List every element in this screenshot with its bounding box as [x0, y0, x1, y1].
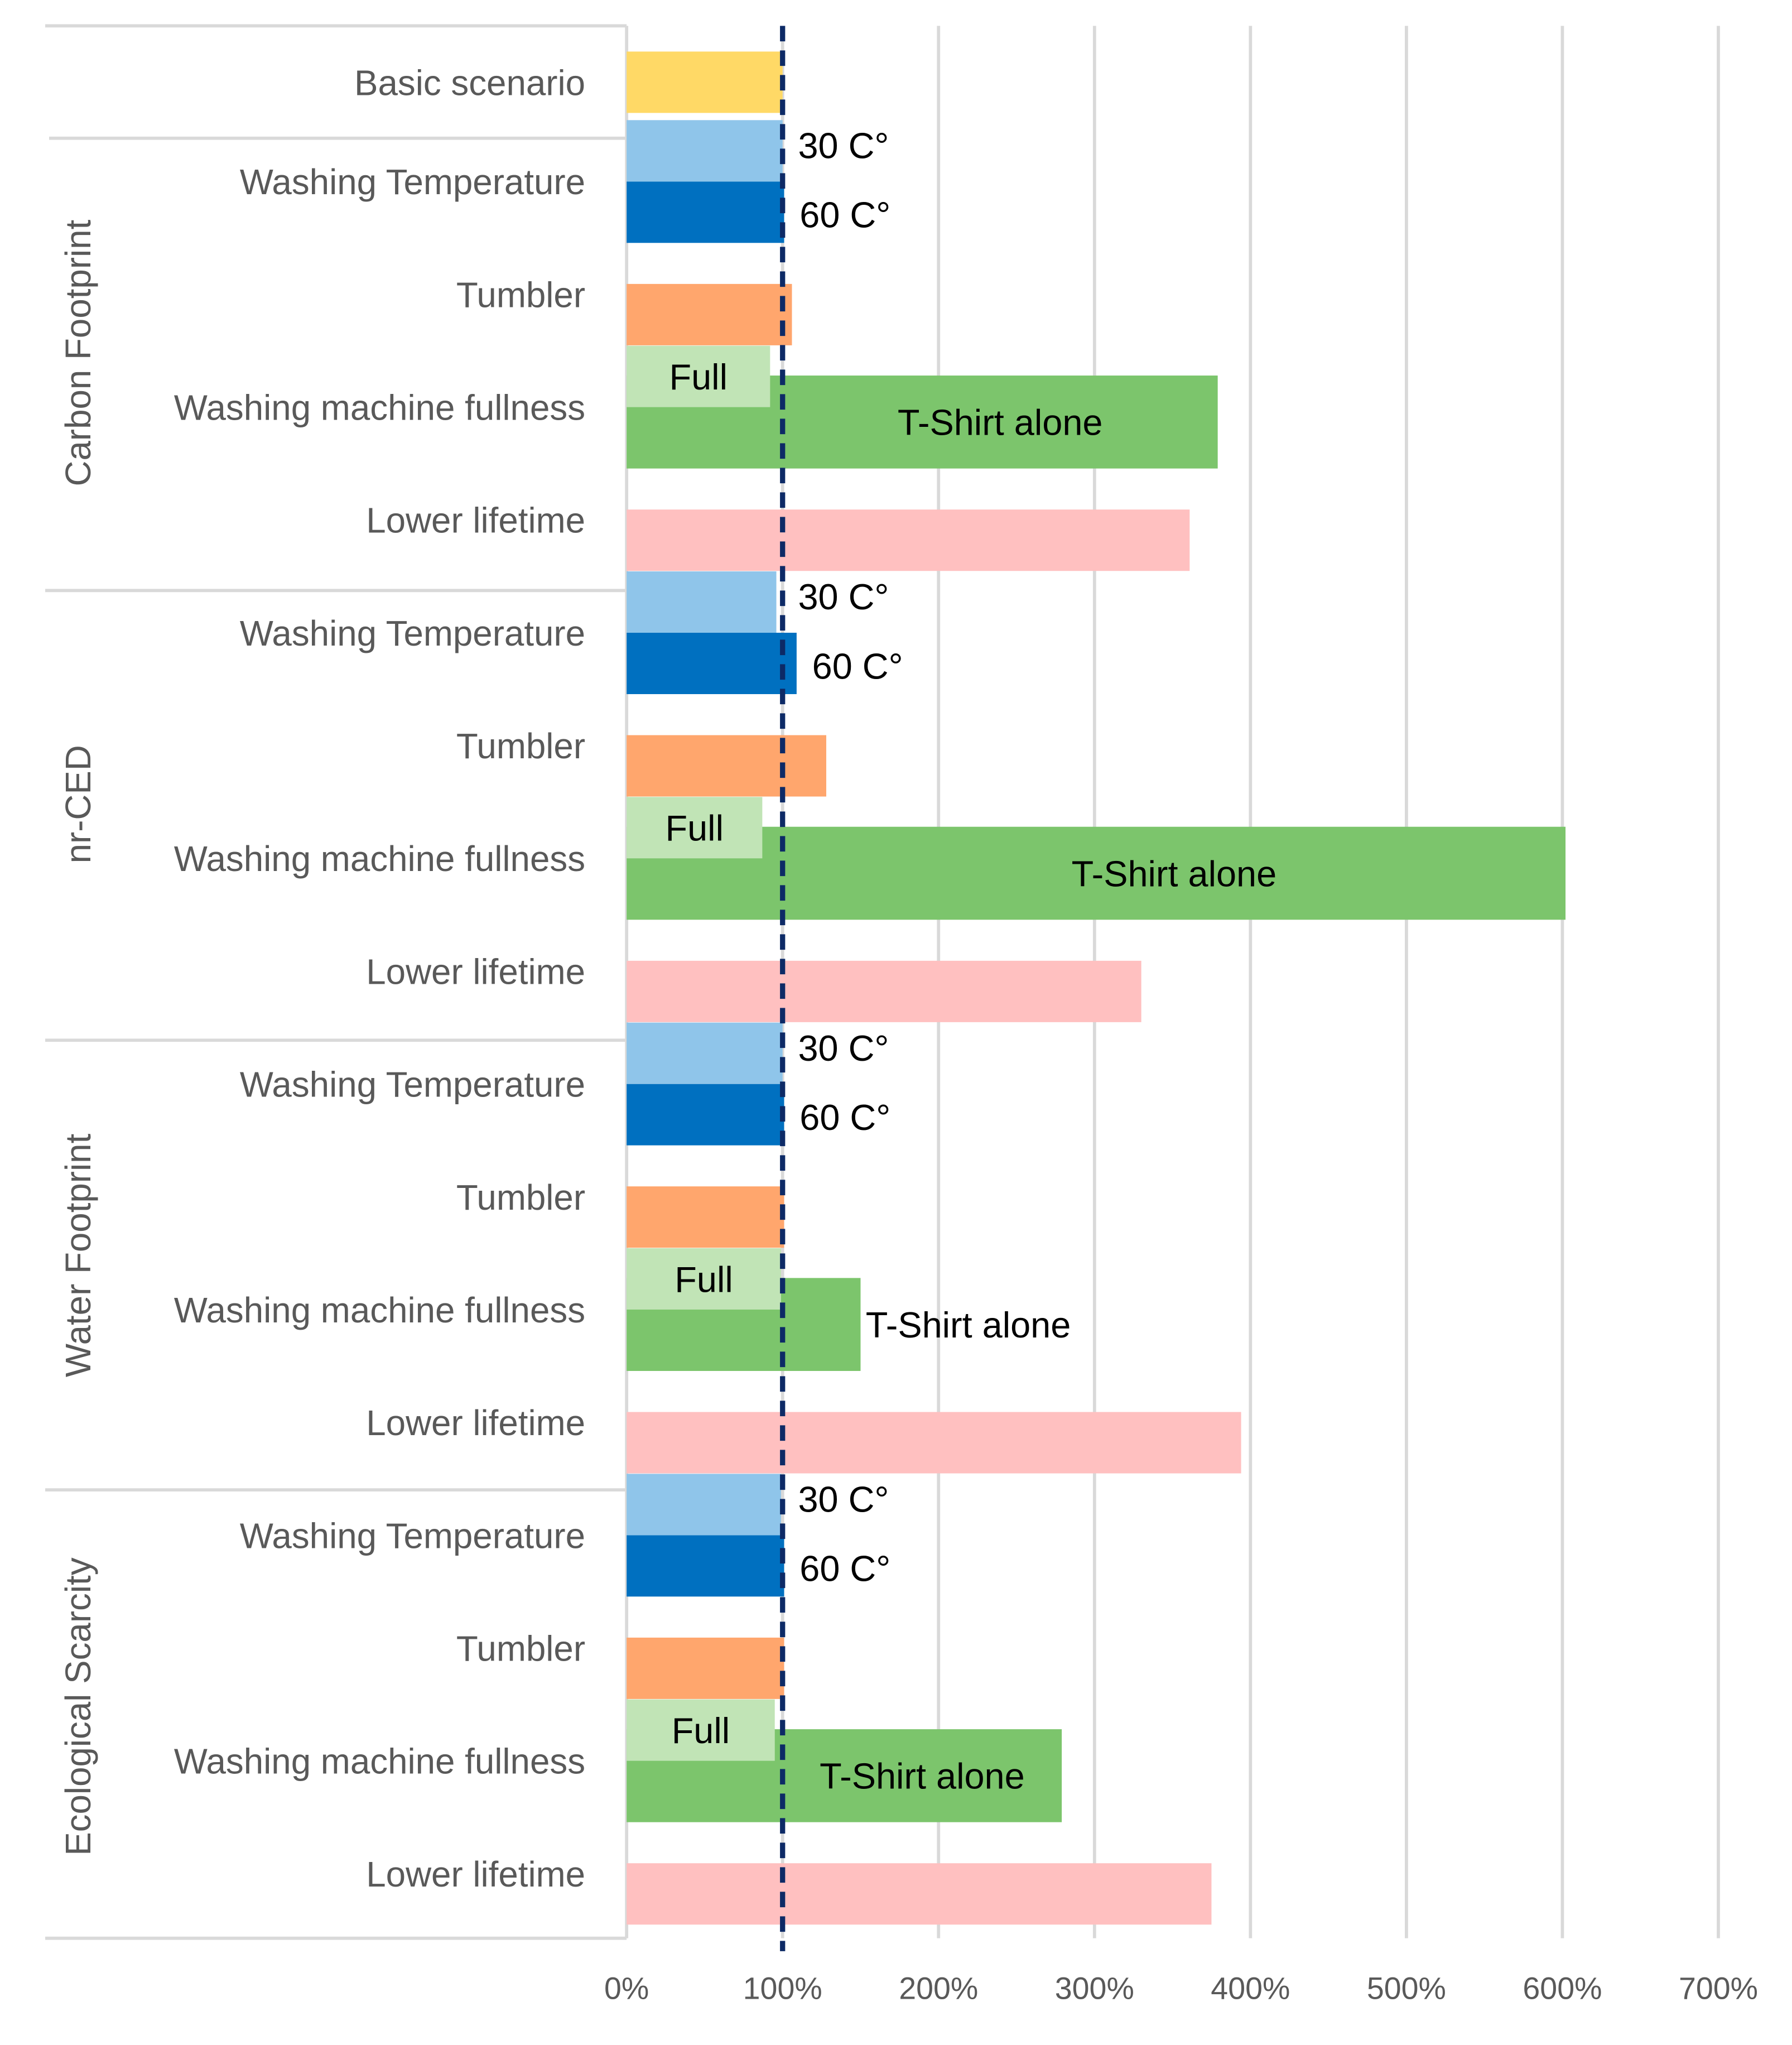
- bar-tumbler: [627, 1637, 784, 1699]
- category-label: Washing Temperature: [240, 1065, 585, 1105]
- category-label: Lower lifetime: [366, 501, 585, 541]
- x-tick-label: 700%: [1679, 1971, 1758, 2006]
- category-label: Washing machine fullness: [174, 388, 585, 428]
- group-label: Ecological Scarcity: [59, 1557, 98, 1856]
- annotation-30c: 30 C°: [798, 126, 889, 166]
- bar-tumbler: [627, 735, 826, 797]
- category-label-basic-scenario: Basic scenario: [354, 63, 585, 103]
- bar-temp_60: [627, 181, 784, 243]
- bar-temp_60: [627, 1084, 784, 1146]
- bar-tumbler: [627, 283, 792, 345]
- annotation-full: Full: [672, 1710, 730, 1751]
- category-label: Tumbler: [456, 1178, 585, 1218]
- category-label: Washing Temperature: [240, 162, 585, 202]
- bar-temp_30: [627, 1474, 781, 1536]
- annotation-30c: 30 C°: [798, 1479, 889, 1520]
- bar-full: [627, 1699, 775, 1761]
- x-tick-label: 0%: [604, 1971, 649, 2006]
- text-layer: 0% 100% 200% 300% 400% 500% 600% 700% Basic scen…: [59, 63, 1758, 2005]
- category-label: Tumbler: [456, 275, 585, 315]
- separator-layer: [45, 24, 627, 1940]
- group-label: Water Footprint: [59, 1133, 98, 1377]
- group-label: Carbon Footprint: [59, 219, 98, 486]
- annotation-tshirt-alone: T-Shirt alone: [820, 1756, 1025, 1797]
- annotation-tshirt-alone: T-Shirt alone: [866, 1305, 1071, 1345]
- category-label: Washing machine fullness: [174, 1291, 585, 1330]
- category-label: Tumbler: [456, 1629, 585, 1668]
- x-tick-label: 400%: [1211, 1971, 1290, 2006]
- x-tick-label: 300%: [1055, 1971, 1134, 2006]
- x-tick-label: 100%: [743, 1971, 822, 2006]
- annotation-tshirt-alone: T-Shirt alone: [1072, 853, 1277, 894]
- annotation-30c: 30 C°: [798, 576, 889, 617]
- annotation-full: Full: [669, 357, 728, 397]
- category-label: Washing Temperature: [240, 614, 585, 653]
- category-label: Lower lifetime: [366, 1855, 585, 1894]
- bar-basic-scenario: [627, 51, 783, 113]
- bar-temp_60: [627, 1535, 784, 1597]
- bar-lower_lifetime: [627, 509, 1190, 571]
- category-label: Washing machine fullness: [174, 839, 585, 879]
- category-label: Lower lifetime: [366, 1403, 585, 1443]
- bar-lower_lifetime: [627, 1412, 1241, 1474]
- bar-lower_lifetime: [627, 960, 1141, 1022]
- bar-temp_60: [627, 632, 797, 694]
- x-tick-label: 500%: [1367, 1971, 1446, 2006]
- bars-layer: [627, 51, 1566, 1925]
- annotation-30c: 30 C°: [798, 1028, 889, 1069]
- x-tick-label: 200%: [899, 1971, 978, 2006]
- bar-full: [627, 1248, 781, 1310]
- annotation-60c: 60 C°: [799, 1548, 890, 1589]
- category-label: Washing Temperature: [240, 1516, 585, 1556]
- bar-tumbler: [627, 1186, 784, 1248]
- annotation-60c: 60 C°: [812, 646, 903, 686]
- x-tick-label: 600%: [1523, 1971, 1602, 2006]
- group-label: nr-CED: [59, 745, 98, 863]
- category-label: Washing machine fullness: [174, 1742, 585, 1782]
- annotation-60c: 60 C°: [799, 1097, 890, 1138]
- annotation-full: Full: [666, 808, 724, 849]
- category-label: Lower lifetime: [366, 952, 585, 992]
- bar-full: [627, 345, 770, 407]
- category-label: Tumbler: [456, 726, 585, 766]
- bar-full: [627, 797, 763, 859]
- annotation-full: Full: [675, 1259, 733, 1300]
- bar-temp_30: [627, 120, 783, 182]
- bar-lower_lifetime: [627, 1863, 1212, 1925]
- bar-temp_30: [627, 571, 777, 633]
- annotation-tshirt-alone: T-Shirt alone: [898, 402, 1103, 443]
- annotation-60c: 60 C°: [799, 195, 890, 235]
- bar-temp_30: [627, 1022, 783, 1084]
